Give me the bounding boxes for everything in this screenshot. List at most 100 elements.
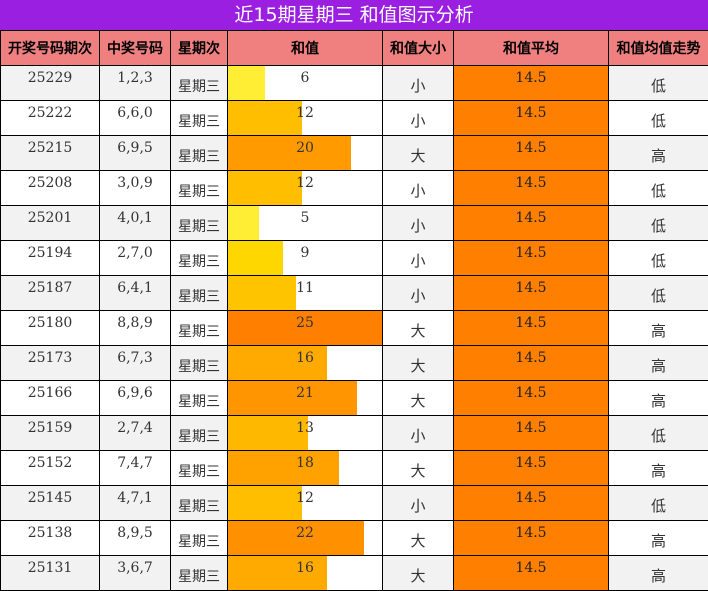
issue-value: 25138: [1, 525, 99, 541]
numbers-value: 3,6,7: [100, 560, 170, 576]
average-value: 14.5: [454, 105, 608, 121]
sum-cell: 11: [228, 276, 383, 311]
sum-cell: 21: [228, 381, 383, 416]
issue-cell: 25229: [1, 66, 100, 101]
issue-cell: 25152: [1, 451, 100, 486]
numbers-cell: 3,6,7: [100, 556, 171, 591]
average-cell: 14.5: [454, 101, 609, 136]
average-value: 14.5: [454, 490, 608, 506]
sum-cell: 6: [228, 66, 383, 101]
sum-label: 12: [228, 105, 382, 121]
header-average: 和值平均: [454, 31, 609, 66]
numbers-value: 7,4,7: [100, 455, 170, 471]
weekday-cell: 星期三: [171, 486, 228, 521]
issue-value: 25166: [1, 385, 99, 401]
weekday-cell: 星期三: [171, 171, 228, 206]
header-trend: 和值均值走势: [609, 31, 708, 66]
numbers-value: 4,7,1: [100, 490, 170, 506]
average-cell: 14.5: [454, 486, 609, 521]
average-cell: 14.5: [454, 346, 609, 381]
size-cell: 小: [383, 486, 454, 521]
issue-value: 25229: [1, 70, 99, 86]
issue-cell: 25173: [1, 346, 100, 381]
sum-label: 12: [228, 175, 382, 191]
issue-value: 25187: [1, 280, 99, 296]
numbers-value: 1,2,3: [100, 70, 170, 86]
average-cell: 14.5: [454, 206, 609, 241]
size-cell: 大: [383, 136, 454, 171]
weekday-cell: 星期三: [171, 276, 228, 311]
numbers-cell: 8,9,5: [100, 521, 171, 556]
sum-cell: 16: [228, 346, 383, 381]
weekday-cell: 星期三: [171, 556, 228, 591]
weekday-cell: 星期三: [171, 381, 228, 416]
average-cell: 14.5: [454, 311, 609, 346]
sum-label: 21: [228, 385, 382, 401]
sum-cell: 5: [228, 206, 383, 241]
trend-cell: 低: [609, 206, 708, 241]
trend-cell: 低: [609, 101, 708, 136]
trend-cell: 低: [609, 171, 708, 206]
numbers-cell: 3,0,9: [100, 171, 171, 206]
average-cell: 14.5: [454, 276, 609, 311]
trend-cell: 高: [609, 346, 708, 381]
trend-cell: 低: [609, 241, 708, 276]
size-cell: 小: [383, 276, 454, 311]
trend-cell: 低: [609, 416, 708, 451]
weekday-cell: 星期三: [171, 241, 228, 276]
sum-label: 16: [228, 350, 382, 366]
issue-value: 25159: [1, 420, 99, 436]
weekday-cell: 星期三: [171, 451, 228, 486]
issue-value: 25222: [1, 105, 99, 121]
issue-value: 25145: [1, 490, 99, 506]
issue-value: 25152: [1, 455, 99, 471]
sum-label: 9: [228, 245, 382, 261]
numbers-cell: 8,8,9: [100, 311, 171, 346]
average-value: 14.5: [454, 455, 608, 471]
average-value: 14.5: [454, 70, 608, 86]
header-size: 和值大小: [383, 31, 454, 66]
trend-cell: 高: [609, 451, 708, 486]
numbers-value: 6,4,1: [100, 280, 170, 296]
issue-cell: 25194: [1, 241, 100, 276]
size-cell: 大: [383, 556, 454, 591]
sum-label: 5: [228, 210, 382, 226]
sum-cell: 25: [228, 311, 383, 346]
average-cell: 14.5: [454, 416, 609, 451]
trend-cell: 低: [609, 276, 708, 311]
numbers-cell: 6,7,3: [100, 346, 171, 381]
weekday-cell: 星期三: [171, 66, 228, 101]
weekday-cell: 星期三: [171, 311, 228, 346]
size-cell: 大: [383, 311, 454, 346]
numbers-cell: 4,0,1: [100, 206, 171, 241]
numbers-cell: 1,2,3: [100, 66, 171, 101]
average-value: 14.5: [454, 385, 608, 401]
average-value: 14.5: [454, 525, 608, 541]
issue-value: 25180: [1, 315, 99, 331]
issue-value: 25215: [1, 140, 99, 156]
size-cell: 大: [383, 346, 454, 381]
average-cell: 14.5: [454, 66, 609, 101]
sum-label: 13: [228, 420, 382, 436]
size-cell: 小: [383, 101, 454, 136]
numbers-value: 6,9,5: [100, 140, 170, 156]
sum-cell: 18: [228, 451, 383, 486]
numbers-value: 4,0,1: [100, 210, 170, 226]
weekday-cell: 星期三: [171, 101, 228, 136]
trend-cell: 低: [609, 486, 708, 521]
issue-cell: 25145: [1, 486, 100, 521]
numbers-cell: 7,4,7: [100, 451, 171, 486]
sum-label: 11: [228, 280, 382, 296]
header-issue: 开奖号码期次: [1, 31, 100, 66]
issue-value: 25173: [1, 350, 99, 366]
sum-label: 12: [228, 490, 382, 506]
